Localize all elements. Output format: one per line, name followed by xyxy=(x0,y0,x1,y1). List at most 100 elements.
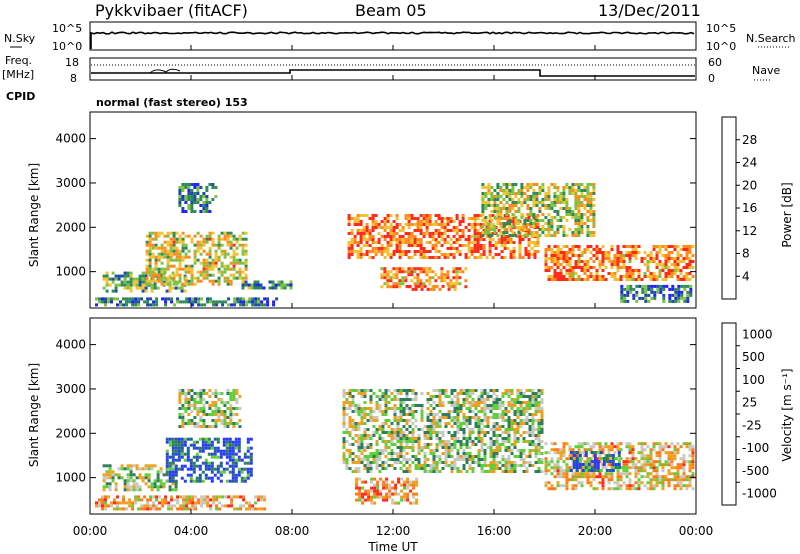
echo-cell-6 xyxy=(619,487,623,491)
echo-cell-6 xyxy=(419,282,423,286)
echo-cell-8 xyxy=(505,183,509,186)
freq-tick-bottom: 8 xyxy=(70,72,77,85)
echo-cell-4 xyxy=(429,404,433,407)
echo-cell-9 xyxy=(634,245,638,248)
echo-cell-4 xyxy=(387,452,391,455)
echo-cell-4 xyxy=(450,455,454,458)
echo-cell-4 xyxy=(480,467,484,470)
echo-cell-2 xyxy=(187,234,191,238)
echo-cell-6 xyxy=(386,279,390,283)
echo-cell-4 xyxy=(474,404,478,407)
echo-cell-4 xyxy=(471,431,475,434)
echo-cell-4 xyxy=(465,425,469,428)
echo-cell-4 xyxy=(447,452,451,455)
echo-cell-5 xyxy=(412,483,416,487)
echo-cell-0 xyxy=(119,303,122,307)
echo-cell-4 xyxy=(519,407,523,410)
echo-cell-9 xyxy=(604,257,608,260)
echo-cell-2 xyxy=(214,255,218,259)
echo-cell-6 xyxy=(622,469,626,473)
echo-cell-4 xyxy=(537,467,541,470)
echo-cell-2 xyxy=(217,267,221,271)
echo-cell-4 xyxy=(363,428,367,431)
echo-cell-4 xyxy=(495,401,499,404)
echo-cell-8 xyxy=(496,195,500,198)
echo-cell-7 xyxy=(572,466,576,469)
echo-cell-8 xyxy=(523,222,527,225)
echo-cell-2 xyxy=(231,476,235,480)
echo-cell-5 xyxy=(374,241,378,244)
echo-cell-5 xyxy=(379,489,383,493)
echo-cell-5 xyxy=(382,495,386,499)
echo-cell-6 xyxy=(667,445,671,449)
echo-cell-4 xyxy=(480,389,484,392)
echo-cell-4 xyxy=(513,413,517,416)
echo-cell-0 xyxy=(185,498,189,502)
echo-cell-4 xyxy=(405,446,409,449)
echo-cell-4 xyxy=(405,434,409,437)
echo-cell-3 xyxy=(211,198,215,201)
echo-cell-2 xyxy=(214,252,218,256)
echo-cell-4 xyxy=(378,437,382,440)
echo-cell-5 xyxy=(422,220,426,223)
echo-cell-4 xyxy=(435,437,439,440)
echo-cell-8 xyxy=(583,222,587,225)
echo-cell-9 xyxy=(613,272,617,275)
echo-cell-0 xyxy=(143,300,147,304)
echo-cell-4 xyxy=(477,458,481,461)
echo-cell-7 xyxy=(447,284,451,288)
echo-cell-2 xyxy=(207,437,211,441)
echo-cell-5 xyxy=(355,477,359,481)
echo-cell-4 xyxy=(277,283,281,287)
echo-cell-4 xyxy=(417,458,421,461)
echo-cell-2 xyxy=(204,467,208,471)
echo-cell-5 xyxy=(503,241,507,244)
echo-cell-0 xyxy=(95,297,98,301)
echo-cell-3 xyxy=(217,398,221,401)
echo-cell-5 xyxy=(409,480,413,484)
echo-cell-7 xyxy=(438,287,442,291)
echo-cell-9 xyxy=(586,278,590,281)
echo-cell-4 xyxy=(540,389,544,392)
echo-cell-4 xyxy=(345,458,349,461)
echo-cell-6 xyxy=(568,478,572,482)
echo-cell-8 xyxy=(499,225,503,228)
echo-cell-6 xyxy=(646,445,650,449)
echo-cell-3 xyxy=(214,404,218,407)
echo-cell-2 xyxy=(193,258,197,262)
echo-cell-3 xyxy=(199,195,203,198)
echo-cell-6 xyxy=(661,478,665,482)
echo-cell-1 xyxy=(132,280,136,284)
echo-cell-9 xyxy=(583,272,587,275)
echo-cell-4 xyxy=(474,413,478,416)
echo-cell-5 xyxy=(455,250,459,253)
echo-cell-5 xyxy=(428,217,432,220)
echo-cell-2 xyxy=(160,246,164,250)
echo-cell-3 xyxy=(229,413,233,416)
echo-cell-5 xyxy=(461,220,465,223)
echo-cell-2 xyxy=(171,446,175,450)
echo-cell-4 xyxy=(411,443,415,446)
echo-cell-4 xyxy=(534,407,538,410)
echo-cell-4 xyxy=(522,458,526,461)
echo-cell-6 xyxy=(446,273,450,277)
echo-cell-4 xyxy=(441,404,445,407)
echo-cell-5 xyxy=(389,232,393,235)
echo-cell-5 xyxy=(362,238,366,241)
echo-cell-2 xyxy=(220,231,224,235)
echo-cell-5 xyxy=(470,235,474,238)
echo-cell-4 xyxy=(372,419,376,422)
echo-cell-4 xyxy=(345,401,349,404)
echo-cell-4 xyxy=(360,443,364,446)
echo-cell-4 xyxy=(498,416,502,419)
echo-cell-5 xyxy=(521,226,525,229)
echo-cell-5 xyxy=(392,253,396,256)
echo-cell-6 xyxy=(634,475,638,479)
echo-cell-8 xyxy=(532,195,536,198)
echo-cell-8 xyxy=(574,216,578,219)
echo-cell-8 xyxy=(517,192,521,195)
echo-cell-5 xyxy=(406,480,410,484)
echo-cell-2 xyxy=(171,458,175,462)
echo-cell-6 xyxy=(688,460,692,464)
echo-cell-2 xyxy=(235,261,239,265)
